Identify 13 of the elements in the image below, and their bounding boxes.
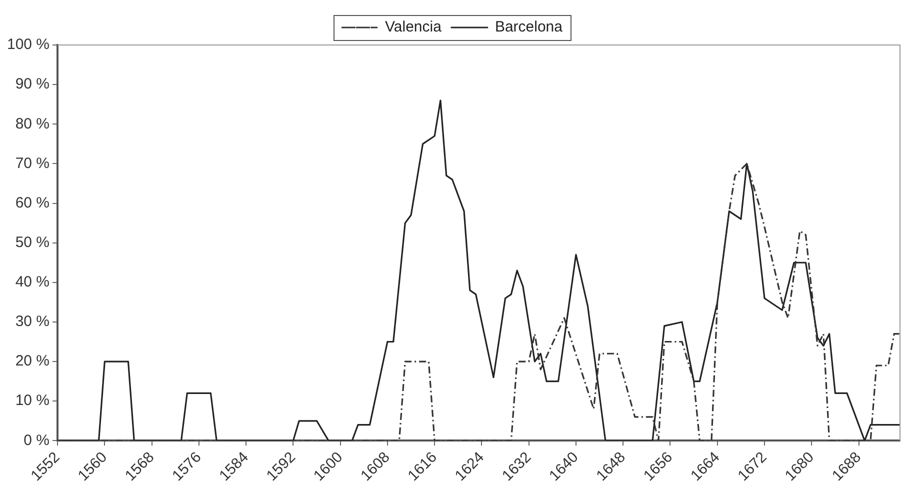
y-tick-label: 10 % (15, 392, 50, 410)
y-tick-label: 90 % (15, 76, 50, 93)
y-tick-label: 100 % (6, 36, 50, 54)
y-tick-label: 0 % (24, 432, 50, 449)
y-tick-label: 60 % (15, 194, 50, 212)
legend-label: Valencia (385, 18, 442, 36)
y-tick-label: 70 % (15, 154, 50, 172)
y-tick-label: 30 % (15, 313, 50, 330)
legend-label: Barcelona (494, 18, 564, 36)
y-tick-label: 40 % (15, 274, 50, 291)
y-tick-label: 80 % (15, 115, 50, 132)
y-tick-label: 50 % (15, 234, 50, 251)
y-tick-label: 20 % (15, 352, 50, 370)
